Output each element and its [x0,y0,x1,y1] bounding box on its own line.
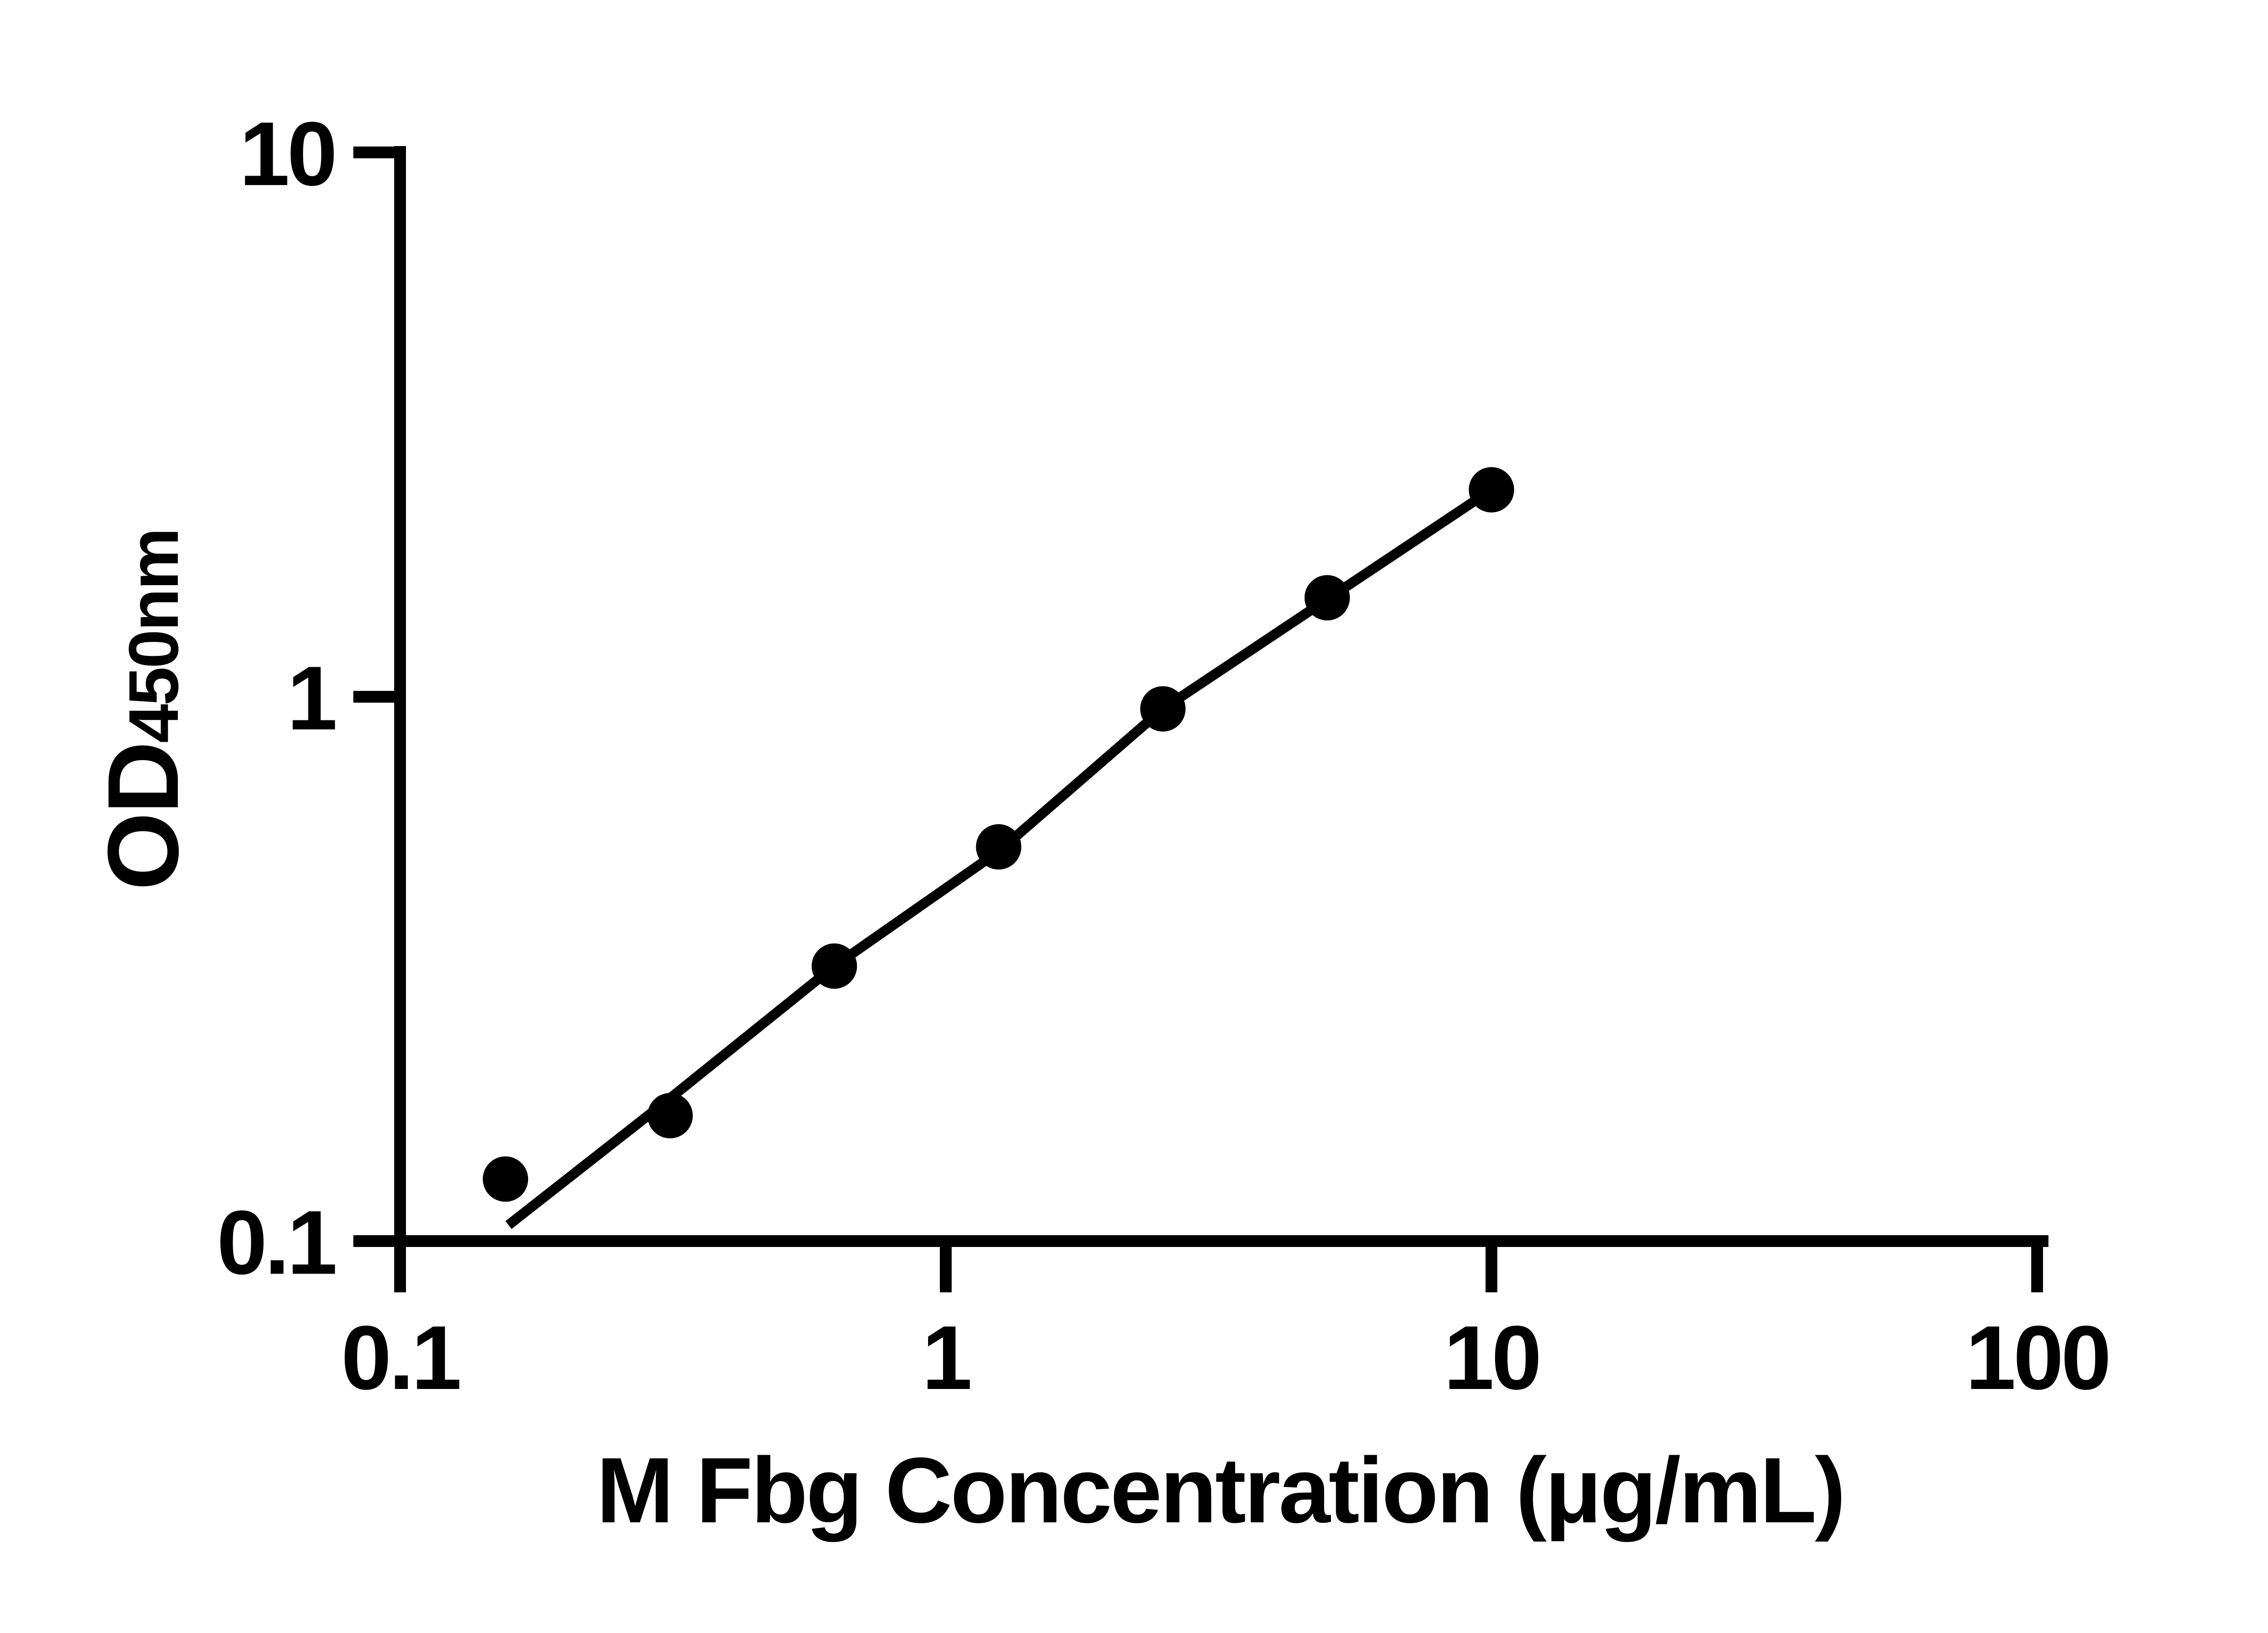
x-tick-label: 100 [1965,1307,2109,1408]
x-tick-labels: 0.1 1 10 100 [341,1307,2112,1408]
y-axis-title-subscript: 450nm [114,529,193,743]
x-axis-title: M Fbg Concentration (μg/mL) [596,1438,1844,1542]
y-tick-label: 0.1 [217,1192,335,1293]
x-tick-label: 10 [1444,1307,1539,1408]
data-point [483,1156,528,1202]
data-point [811,943,857,989]
data-points [483,467,1514,1202]
data-point [1140,686,1186,732]
x-tick-marks [394,1241,2043,1292]
y-axis-title: OD450nm [87,529,200,890]
data-point [976,824,1022,870]
y-tick-label: 10 [240,103,335,205]
y-tick-marks [353,147,400,1247]
data-point [647,1093,693,1139]
data-point [1469,467,1514,513]
y-tick-labels: 0.1 1 10 [217,103,338,1293]
data-point [1304,575,1350,621]
y-tick-label: 1 [287,648,335,749]
y-axis-title-main: OD [87,743,200,890]
x-tick-label: 1 [922,1307,970,1408]
x-tick-label: 0.1 [341,1307,459,1408]
axes [394,146,2048,1247]
